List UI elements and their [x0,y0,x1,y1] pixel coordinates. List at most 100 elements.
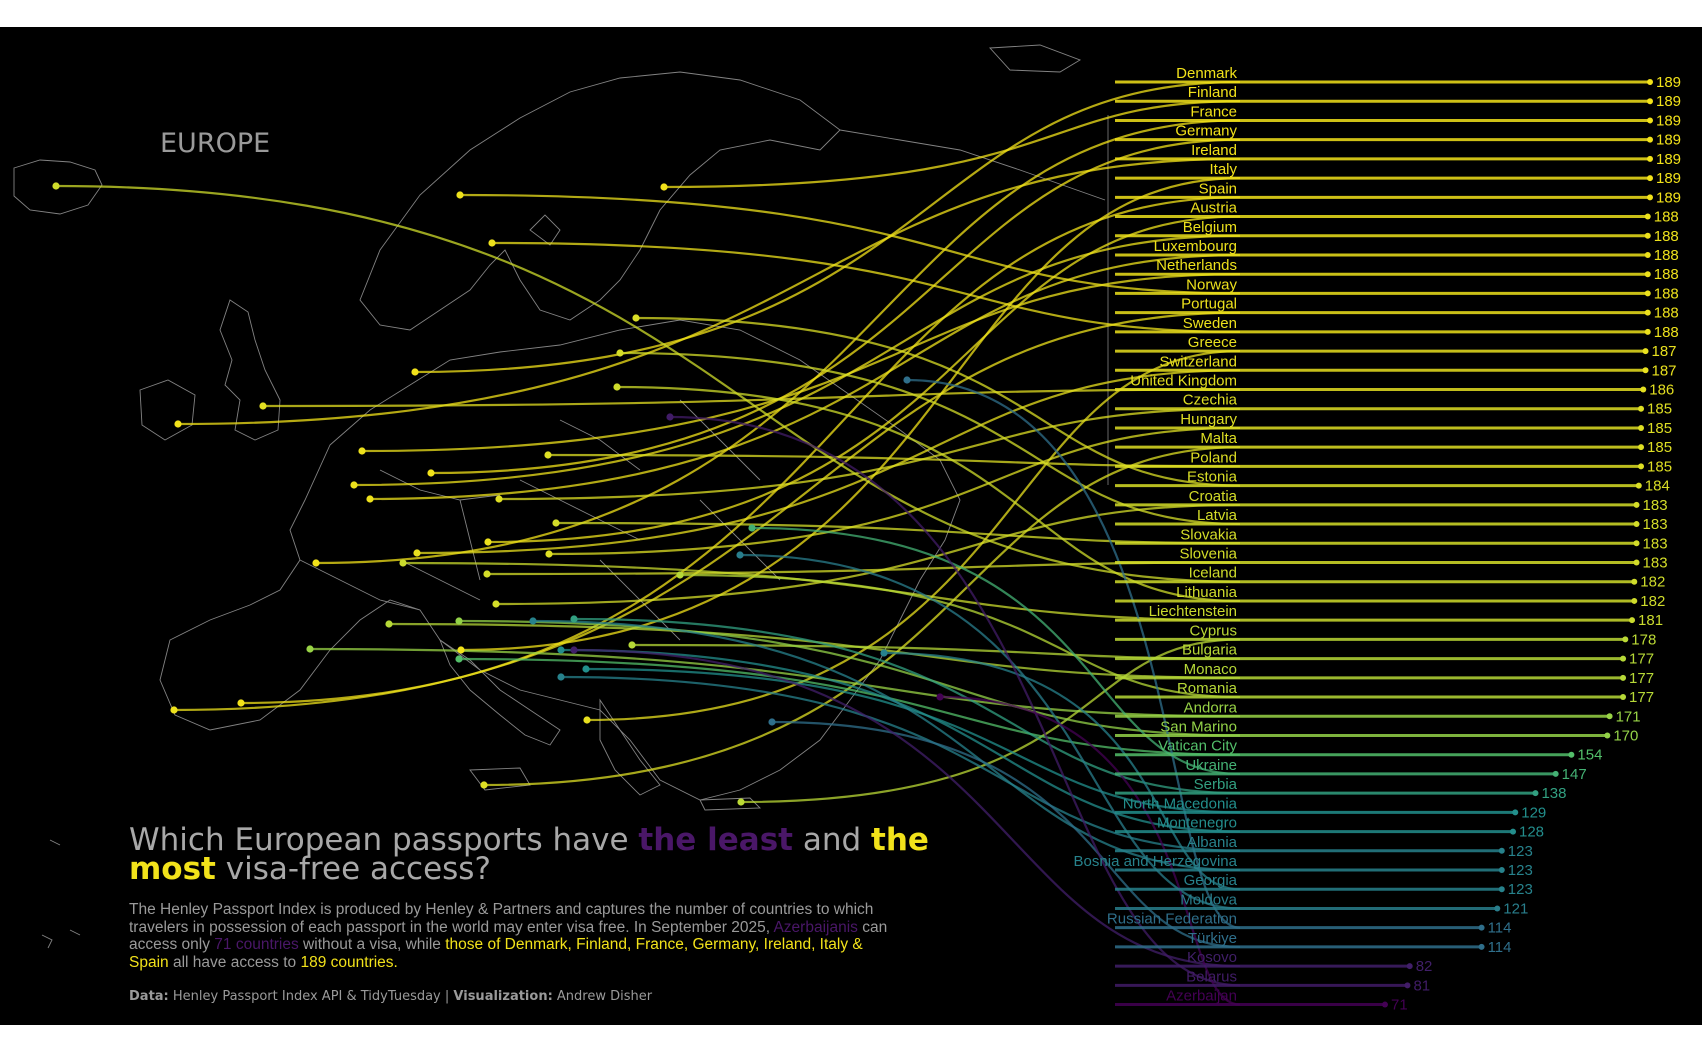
dot-czechia [495,495,503,503]
connector-albania [560,675,1241,852]
dot-north-macedonia [582,665,590,673]
label-hungary: Hungary [1180,411,1237,428]
bar-end-czechia [1638,405,1645,412]
dot-united-kingdom [259,402,267,410]
connector-poland [547,453,1241,468]
label-andorra: Andorra [1184,699,1238,716]
bar-end-estonia [1635,482,1642,489]
label-slovakia: Slovakia [1180,526,1237,543]
value-moldova: 121 [1503,900,1528,917]
dot-italy [457,646,465,654]
bar-end-germany [1647,136,1653,143]
value-slovenia: 183 [1643,555,1668,572]
label-t-rkiye: Türkiye [1188,930,1237,947]
connector-switzerland [416,369,1241,555]
connector-norway [459,193,1241,295]
connector-vatican-city [458,657,1241,756]
label-portugal: Portugal [1181,296,1237,313]
value-georgia: 123 [1508,881,1533,898]
label-georgia: Georgia [1184,872,1238,889]
connector-russian-federation [906,378,1241,929]
label-moldova: Moldova [1180,891,1237,908]
bar-end-serbia [1532,790,1539,797]
connector-belarus [669,415,1241,987]
value-belgium: 188 [1654,228,1679,245]
connector-finland [663,100,1241,189]
bar-end-finland [1647,98,1653,105]
connector-greece [586,349,1241,722]
connector-ireland [177,157,1241,426]
dot-luxembourg [366,495,374,503]
chart-subtitle: The Henley Passport Index is produced by… [129,901,899,971]
dot-slovenia [483,570,491,578]
dot-cyprus [737,798,745,806]
caption-data-value: Henley Passport Index API & TidyTuesday … [168,989,454,1004]
subtitle-s4: all have access to [168,953,301,971]
label-lithuania: Lithuania [1176,584,1238,601]
bar-end-liechtenstein [1629,617,1636,624]
dot-montenegro [557,646,565,654]
label-bulgaria: Bulgaria [1182,642,1238,659]
bar-end-romania [1620,694,1627,701]
bar-end-belarus [1404,982,1411,989]
connector-germany [430,138,1241,475]
value-north-macedonia: 129 [1521,804,1546,821]
value-russian-federation: 114 [1488,920,1512,937]
value-bulgaria: 177 [1629,651,1654,668]
value-ireland: 189 [1656,151,1681,168]
value-portugal: 188 [1654,305,1679,322]
bar-end-san-marino [1604,732,1611,739]
bar-end-slovenia [1633,559,1640,566]
label-ireland: Ireland [1191,142,1237,159]
connector-czechia [498,407,1241,501]
label-austria: Austria [1190,200,1237,217]
dot-andorra [306,645,314,653]
value-serbia: 138 [1541,785,1566,802]
dot-vatican-city [455,655,463,663]
title-least: the least [638,822,793,858]
value-germany: 189 [1656,132,1681,149]
bar-end-italy [1647,175,1653,182]
bar-end-luxembourg [1644,251,1651,258]
label-denmark: Denmark [1176,65,1237,82]
bar-end-malta [1638,444,1645,451]
connector-estonia [635,316,1241,487]
region-label: EUROPE [160,128,271,159]
label-belgium: Belgium [1183,219,1237,236]
value-croatia: 183 [1643,497,1668,514]
chart-panel [0,27,1702,1025]
label-belarus: Belarus [1186,968,1237,985]
value-luxembourg: 188 [1654,247,1679,264]
value-montenegro: 128 [1519,824,1544,841]
label-luxembourg: Luxembourg [1154,238,1237,255]
value-liechtenstein: 181 [1638,612,1663,629]
label-azerbaijan: Azerbaijan [1166,988,1237,1005]
value-belarus: 81 [1413,977,1430,994]
dot-france [312,559,320,567]
bar-end-ireland [1647,155,1653,162]
value-san-marino: 170 [1613,727,1638,744]
caption-viz-label: Visualization: [453,989,553,1004]
value-t-rkiye: 114 [1488,939,1512,956]
value-romania: 177 [1629,689,1654,706]
subtitle-count189: 189 countries. [300,953,398,971]
connector-andorra [309,647,1241,718]
bar-end-spain [1647,194,1653,201]
label-spain: Spain [1199,180,1237,197]
bar-end-greece [1642,348,1649,355]
dot-norway [456,191,464,199]
dot-spain [237,699,245,707]
value-united-kingdom: 186 [1649,382,1674,399]
subtitle-azerbaijanis: Azerbaijanis [773,918,858,936]
connector-denmark [414,80,1241,374]
bar-end-sweden [1644,328,1651,335]
dot-liechtenstein [399,559,407,567]
connector-north-macedonia [585,667,1241,814]
subtitle-s3: without a visa, while [298,936,446,953]
bars [1115,79,1653,1008]
subtitle-s2: can access only [129,918,888,954]
connector-united-kingdom [262,388,1241,408]
value-estonia: 184 [1645,478,1670,495]
bar-end-poland [1638,463,1645,470]
label-norway: Norway [1186,276,1237,293]
